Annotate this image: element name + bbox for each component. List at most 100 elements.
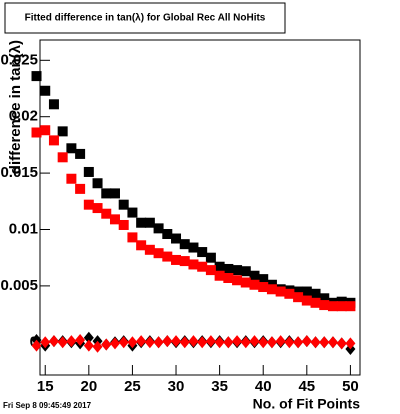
diamond-marker [83, 331, 94, 344]
square-marker [310, 297, 321, 308]
diamond-marker [66, 335, 77, 348]
diamond-marker [171, 335, 182, 348]
square-marker [127, 232, 138, 243]
square-marker [205, 252, 216, 263]
square-marker [66, 173, 77, 184]
square-marker [319, 293, 330, 304]
y-axis-label: difference in tan(λ) [7, 40, 24, 174]
diamond-marker [118, 336, 129, 349]
square-marker [162, 229, 173, 240]
x-tick-label: 50 [342, 378, 359, 395]
diamond-marker [144, 336, 155, 349]
square-marker [48, 99, 59, 110]
square-marker [249, 270, 260, 281]
square-marker [258, 282, 269, 293]
square-marker [197, 247, 208, 258]
y-tick-label: 0.025 [0, 51, 38, 68]
square-marker [336, 301, 347, 312]
square-marker [240, 277, 251, 288]
square-marker [266, 284, 277, 295]
y-tick-label: 0.015 [0, 164, 38, 181]
square-marker [66, 143, 77, 154]
square-marker [171, 254, 182, 265]
diamond-marker [48, 335, 59, 348]
square-marker [136, 240, 147, 251]
square-marker [127, 207, 138, 218]
square-marker [31, 71, 42, 82]
square-marker [258, 274, 269, 285]
square-marker [144, 244, 155, 255]
square-marker [232, 275, 243, 286]
square-marker [301, 295, 312, 306]
diamond-marker [162, 335, 173, 348]
square-marker [327, 301, 338, 312]
diamond-marker [266, 336, 277, 349]
diamond-marker [153, 336, 164, 349]
diamond-marker [92, 340, 103, 353]
square-marker [92, 203, 103, 214]
y-tick-label: 0.01 [9, 220, 38, 237]
square-marker [345, 301, 356, 312]
x-tick-label: 20 [80, 378, 97, 395]
square-marker [83, 199, 94, 210]
x-tick-label: 45 [298, 378, 315, 395]
diamond-marker [214, 336, 225, 349]
square-marker [319, 300, 330, 311]
plot-frame [39, 39, 361, 376]
diamond-marker [293, 336, 304, 349]
square-marker [310, 288, 321, 299]
square-marker [40, 85, 51, 96]
square-marker [240, 266, 251, 277]
diamond-marker [232, 335, 243, 348]
square-marker [101, 188, 112, 199]
diamond-marker [188, 335, 199, 348]
square-marker [188, 242, 199, 253]
footer: Fri Sep 8 09:45:49 2017 [3, 401, 92, 410]
square-marker [153, 248, 164, 259]
square-marker [118, 219, 129, 230]
square-marker [214, 261, 225, 272]
square-marker [275, 286, 286, 297]
diamond-marker [40, 336, 51, 349]
square-marker [48, 135, 59, 146]
diamond-marker [319, 336, 330, 349]
square-marker [179, 256, 190, 267]
x-tick-label: 25 [124, 378, 141, 395]
diamond-marker [327, 336, 338, 349]
diamond-marker [240, 336, 251, 349]
diamond-marker [101, 338, 112, 351]
square-marker [118, 199, 129, 210]
square-marker [144, 217, 155, 228]
x-tick-label: 40 [255, 378, 272, 395]
diamond-marker [336, 337, 347, 350]
square-marker [136, 217, 147, 228]
diamond-marker [301, 335, 312, 348]
diamond-marker [75, 334, 86, 347]
diamond-marker [310, 336, 321, 349]
diamond-marker [258, 336, 269, 349]
x-tick-label: 30 [168, 378, 185, 395]
square-marker [232, 265, 243, 276]
square-marker [171, 233, 182, 244]
y-tick-label: 0.02 [9, 108, 38, 125]
diamond-marker [179, 336, 190, 349]
square-marker [75, 148, 86, 159]
square-marker [179, 239, 190, 250]
square-marker [31, 127, 42, 138]
diamond-marker [57, 336, 68, 349]
x-axis-label: No. of Fit Points [253, 396, 361, 412]
diamond-marker [109, 337, 120, 350]
square-marker [153, 223, 164, 234]
square-marker [205, 265, 216, 276]
diamond-marker [127, 336, 138, 349]
x-tick-label: 15 [37, 378, 54, 395]
diamond-marker [205, 335, 216, 348]
square-marker [109, 188, 120, 199]
square-marker [249, 279, 260, 290]
square-marker [197, 261, 208, 272]
diamond-marker [83, 339, 94, 352]
diamond-marker [31, 339, 42, 352]
square-marker [284, 288, 295, 299]
